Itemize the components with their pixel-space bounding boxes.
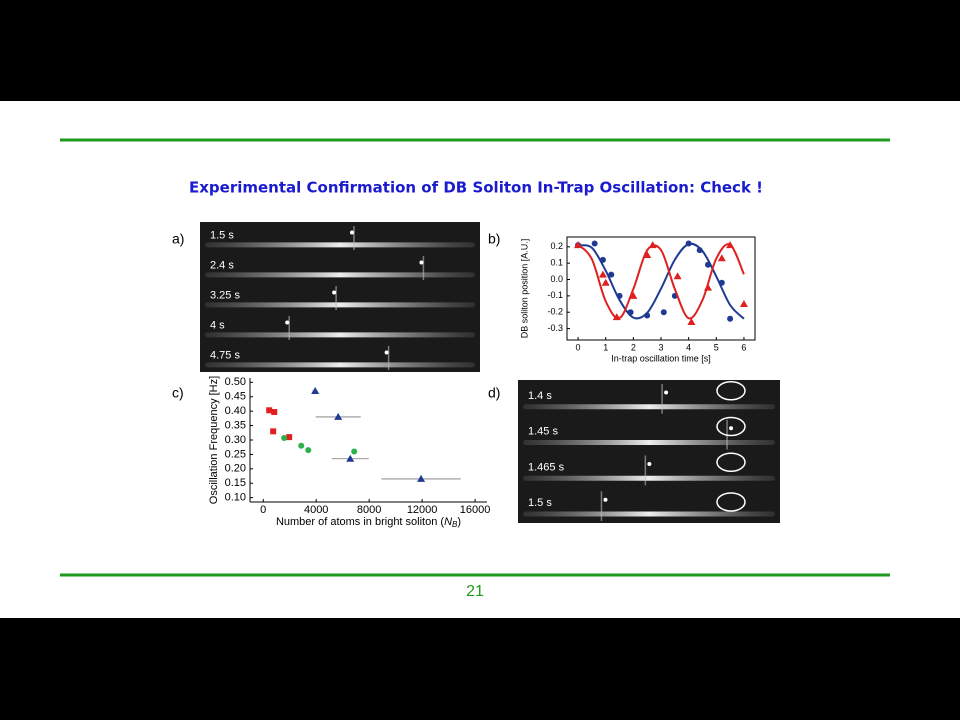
frame-time: 1.4 s [528, 390, 552, 402]
condensate-streak [205, 302, 475, 308]
frame-time: 1.5 s [210, 229, 234, 241]
x-tick-label: 8000 [357, 504, 381, 516]
y-tick-label: 0.2 [550, 241, 563, 251]
frame-time: 2.4 s [210, 259, 234, 271]
x-tick-label: 2 [631, 342, 636, 352]
data-point [717, 254, 726, 262]
frame-time: 3.25 s [210, 289, 240, 301]
x-tick-label: 4000 [304, 504, 328, 516]
x-tick-label: 5 [714, 342, 719, 352]
y-tick-label: 0.45 [225, 391, 246, 403]
panel-label: b) [488, 231, 500, 247]
data-point [727, 315, 734, 322]
image-d [518, 380, 780, 523]
data-point [305, 447, 312, 454]
x-axis-label-part: B [452, 520, 458, 529]
panel-label: d) [488, 385, 500, 401]
data-point [608, 271, 615, 278]
bright-soliton [350, 230, 354, 235]
data-point [346, 454, 355, 462]
y-axis-label: Oscillation Frequency [Hz] [208, 376, 220, 504]
x-tick-label: 4 [686, 342, 691, 352]
x-tick-label: 0 [260, 504, 266, 516]
y-tick-label: -0.3 [547, 323, 563, 333]
bright-soliton [729, 426, 734, 431]
y-tick-label: 0.50 [225, 376, 246, 388]
data-point [298, 442, 305, 449]
data-point [660, 309, 667, 316]
data-point [687, 318, 696, 326]
highlight-ring [716, 416, 746, 437]
bright-soliton [285, 320, 290, 325]
condensate-streak [523, 440, 775, 446]
data-point [351, 448, 358, 455]
fit-line [577, 242, 745, 320]
x-axis-label-part: N [444, 516, 452, 528]
y-tick-label: 0.0 [550, 274, 563, 284]
data-point [270, 428, 277, 435]
frame-time: 1.45 s [528, 426, 558, 438]
y-tick-label: 0.15 [225, 477, 246, 489]
data-point [281, 434, 288, 441]
x-tick-label: 6 [741, 342, 746, 352]
condensate-streak [205, 242, 475, 248]
highlight-ring [716, 452, 746, 472]
panel-label: c) [172, 385, 184, 401]
y-axis-label: DB soliton position [A.U.] [519, 239, 529, 339]
panel-label: a) [172, 231, 184, 247]
frame-time: 1.465 s [528, 461, 565, 473]
data-point [629, 291, 638, 299]
y-tick-label: 0.40 [225, 405, 246, 417]
x-axis-label-part: Number of atoms in bright soliton ( [276, 516, 444, 528]
y-tick-label: 0.25 [225, 448, 246, 460]
frame-time: 1.5 s [528, 497, 552, 509]
data-point [311, 386, 320, 394]
y-tick-label: -0.1 [547, 290, 563, 300]
x-tick-label: 1 [603, 342, 608, 352]
y-tick-label: 0.10 [225, 492, 246, 504]
x-axis-label-part: ) [457, 516, 461, 528]
data-point [286, 434, 293, 441]
data-point [334, 412, 343, 420]
bright-soliton [664, 390, 669, 395]
x-tick-label: 12000 [407, 504, 438, 516]
x-axis-label: Number of atoms in bright soliton (NB) [276, 516, 461, 529]
data-point [673, 272, 682, 280]
y-tick-label: 0.35 [225, 419, 246, 431]
data-point [739, 300, 748, 308]
data-point [271, 409, 278, 416]
data-point [601, 278, 610, 286]
slide-title: Experimental Confirmation of DB Soliton … [189, 179, 763, 197]
condensate-streak [205, 332, 475, 338]
condensate-streak [205, 272, 475, 278]
x-tick-label: 16000 [460, 504, 491, 516]
page-number: 21 [466, 583, 484, 600]
bright-soliton [384, 350, 389, 355]
condensate-streak [523, 404, 775, 410]
bright-soliton [332, 290, 337, 295]
bright-soliton [419, 260, 424, 265]
y-tick-label: -0.2 [547, 307, 563, 317]
frame-time: 4 s [210, 319, 225, 331]
highlight-ring [716, 380, 746, 401]
data-point [598, 270, 607, 278]
condensate-streak [523, 511, 775, 517]
x-tick-label: 3 [658, 342, 663, 352]
x-tick-label: 0 [576, 342, 581, 352]
data-point [266, 407, 273, 414]
condensate-streak [205, 362, 475, 368]
fit-line [577, 243, 745, 320]
bright-soliton [647, 462, 652, 467]
highlight-ring [716, 492, 746, 512]
bright-soliton [603, 497, 608, 502]
frame-time: 4.75 s [210, 349, 240, 361]
y-tick-label: 0.1 [550, 258, 563, 268]
y-tick-label: 0.30 [225, 434, 246, 446]
y-tick-label: 0.20 [225, 463, 246, 475]
x-axis-label: In-trap oscillation time [s] [611, 353, 711, 363]
data-point [591, 240, 598, 247]
data-point [417, 474, 426, 482]
condensate-streak [523, 475, 775, 481]
